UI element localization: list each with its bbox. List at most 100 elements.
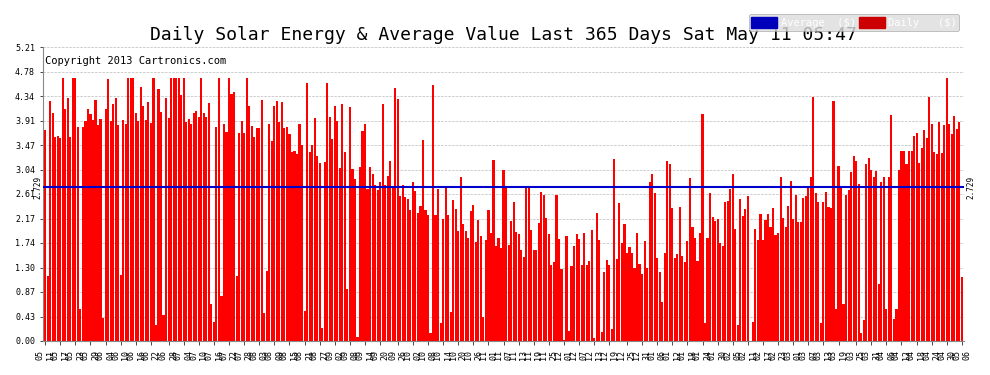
- Bar: [255, 128, 257, 341]
- Bar: [422, 140, 424, 341]
- Bar: [636, 233, 639, 341]
- Bar: [513, 202, 515, 341]
- Bar: [364, 124, 366, 341]
- Bar: [82, 127, 84, 341]
- Bar: [699, 233, 701, 341]
- Bar: [117, 125, 119, 341]
- Bar: [120, 275, 122, 341]
- Bar: [127, 78, 130, 341]
- Bar: [769, 227, 771, 341]
- Bar: [140, 87, 142, 341]
- Bar: [273, 106, 275, 341]
- Bar: [782, 218, 784, 341]
- Bar: [838, 166, 840, 341]
- Bar: [878, 284, 880, 341]
- Bar: [918, 163, 920, 341]
- Bar: [283, 128, 285, 341]
- Bar: [538, 223, 540, 341]
- Bar: [326, 83, 329, 341]
- Bar: [852, 156, 854, 341]
- Bar: [77, 128, 79, 341]
- Bar: [195, 111, 197, 341]
- Bar: [54, 136, 56, 341]
- Bar: [845, 195, 847, 341]
- Bar: [430, 333, 432, 341]
- Bar: [603, 272, 605, 341]
- Bar: [777, 233, 779, 341]
- Bar: [890, 115, 893, 341]
- Bar: [764, 220, 766, 341]
- Bar: [591, 230, 593, 341]
- Bar: [812, 97, 815, 341]
- Bar: [188, 118, 190, 341]
- Bar: [165, 99, 167, 341]
- Bar: [536, 250, 538, 341]
- Bar: [241, 122, 243, 341]
- Bar: [337, 121, 339, 341]
- Bar: [348, 107, 351, 341]
- Bar: [939, 122, 940, 341]
- Bar: [296, 154, 298, 341]
- Bar: [767, 214, 769, 341]
- Bar: [50, 101, 51, 341]
- Bar: [482, 318, 484, 341]
- Bar: [518, 234, 520, 341]
- Bar: [619, 204, 621, 341]
- Bar: [815, 193, 817, 341]
- Bar: [216, 127, 218, 341]
- Bar: [92, 120, 94, 341]
- Bar: [906, 164, 908, 341]
- Bar: [409, 210, 412, 341]
- Bar: [712, 216, 714, 341]
- Bar: [397, 99, 399, 341]
- Bar: [621, 243, 623, 341]
- Bar: [860, 333, 862, 341]
- Bar: [170, 78, 172, 341]
- Bar: [172, 78, 174, 341]
- Bar: [624, 224, 626, 341]
- Bar: [543, 195, 545, 341]
- Bar: [464, 231, 467, 341]
- Bar: [497, 238, 500, 341]
- Bar: [671, 208, 673, 341]
- Bar: [425, 210, 427, 341]
- Bar: [293, 151, 296, 341]
- Bar: [480, 236, 482, 341]
- Bar: [940, 153, 942, 341]
- Bar: [873, 177, 875, 341]
- Bar: [404, 197, 407, 341]
- Bar: [210, 304, 213, 341]
- Bar: [833, 101, 835, 341]
- Bar: [148, 102, 149, 341]
- Bar: [533, 250, 535, 341]
- Bar: [593, 338, 595, 341]
- Bar: [231, 93, 233, 341]
- Bar: [800, 222, 802, 341]
- Bar: [709, 193, 711, 341]
- Bar: [208, 103, 210, 341]
- Bar: [875, 171, 877, 341]
- Bar: [880, 182, 882, 341]
- Bar: [913, 136, 915, 341]
- Bar: [105, 109, 107, 341]
- Legend: Average  ($), Daily   ($): Average ($), Daily ($): [748, 14, 959, 31]
- Bar: [762, 240, 764, 341]
- Bar: [611, 329, 613, 341]
- Bar: [311, 145, 313, 341]
- Bar: [454, 209, 456, 341]
- Bar: [742, 216, 743, 341]
- Bar: [258, 129, 260, 341]
- Bar: [154, 325, 157, 341]
- Bar: [291, 153, 293, 341]
- Bar: [629, 248, 631, 341]
- Bar: [268, 124, 270, 341]
- Bar: [359, 167, 361, 341]
- Bar: [389, 161, 391, 341]
- Bar: [613, 159, 616, 341]
- Bar: [238, 133, 241, 341]
- Bar: [717, 219, 719, 341]
- Bar: [661, 302, 663, 341]
- Bar: [568, 331, 570, 341]
- Bar: [250, 126, 252, 341]
- Bar: [59, 138, 61, 341]
